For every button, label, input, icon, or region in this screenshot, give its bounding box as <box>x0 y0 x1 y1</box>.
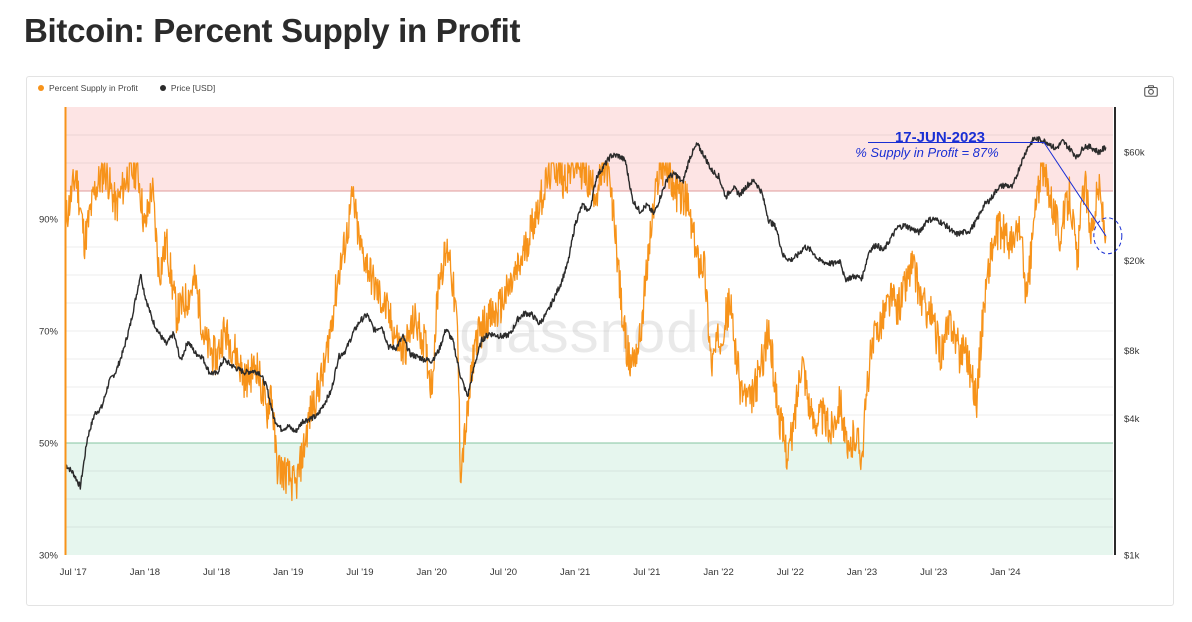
legend-dot-supply-in-profit <box>38 85 44 91</box>
y-left-tick-label: 50% <box>39 439 59 450</box>
legend-label-price: Price [USD] <box>170 83 216 93</box>
x-tick-label: Jan '22 <box>703 567 733 578</box>
axes-layer: 30% 50% 70% 90% $1k $4k $8k $20k $60k Jul '17 Jan … <box>39 107 1145 578</box>
bands-layer <box>66 107 1113 555</box>
y-left-tick-label: 90% <box>39 215 59 226</box>
camera-icon[interactable] <box>1144 85 1158 97</box>
y-left-tick-label: 70% <box>39 327 59 338</box>
annotation-subtitle: % Supply in Profit = 87% <box>855 145 998 160</box>
x-tick-label: Jan '18 <box>130 567 160 578</box>
series-price <box>65 136 1107 490</box>
x-tick-label: Jan '23 <box>847 567 877 578</box>
x-tick-label: Jan '19 <box>273 567 303 578</box>
legend-item-price[interactable]: Price [USD] <box>159 83 216 93</box>
y-right-tick-label: $20k <box>1124 256 1145 267</box>
series-layer <box>65 136 1107 502</box>
x-tick-label: Jan '24 <box>990 567 1020 578</box>
chart-legend: Percent Supply in Profit Price [USD] <box>38 83 215 93</box>
x-tick-label: Jul '18 <box>203 567 230 578</box>
y-right-tick-label: $60k <box>1124 148 1145 159</box>
x-tick-label: Jul '21 <box>633 567 660 578</box>
x-tick-label: Jan '20 <box>417 567 447 578</box>
y-left-tick-label: 30% <box>39 551 59 562</box>
legend-label-supply-in-profit: Percent Supply in Profit <box>49 83 138 93</box>
low-profit-zone <box>66 443 1113 555</box>
annotation-layer: 17-JUN-2023% Supply in Profit = 87% <box>855 129 1123 255</box>
x-tick-label: Jul '19 <box>346 567 373 578</box>
y-right-tick-label: $4k <box>1124 414 1140 425</box>
x-tick-label: Jan '21 <box>560 567 590 578</box>
x-tick-label: Jul '23 <box>920 567 947 578</box>
y-right-tick-label: $8k <box>1124 346 1140 357</box>
annotation-leader-line <box>868 142 1107 237</box>
x-tick-label: Jul '22 <box>777 567 804 578</box>
series-supply-in-profit <box>65 162 1107 502</box>
annotation-circle <box>1093 217 1123 255</box>
grid-layer <box>66 134 1113 528</box>
x-tick-label: Jul '20 <box>490 567 517 578</box>
glassnode-watermark: glassnode <box>459 300 732 365</box>
page-title: Bitcoin: Percent Supply in Profit <box>24 12 521 49</box>
legend-dot-price <box>159 85 166 91</box>
legend-item-supply-in-profit[interactable]: Percent Supply in Profit <box>38 83 138 93</box>
y-right-tick-label: $1k <box>1124 551 1140 562</box>
x-tick-label: Jul '17 <box>60 567 87 578</box>
annotation-title: 17-JUN-2023 <box>895 129 985 146</box>
